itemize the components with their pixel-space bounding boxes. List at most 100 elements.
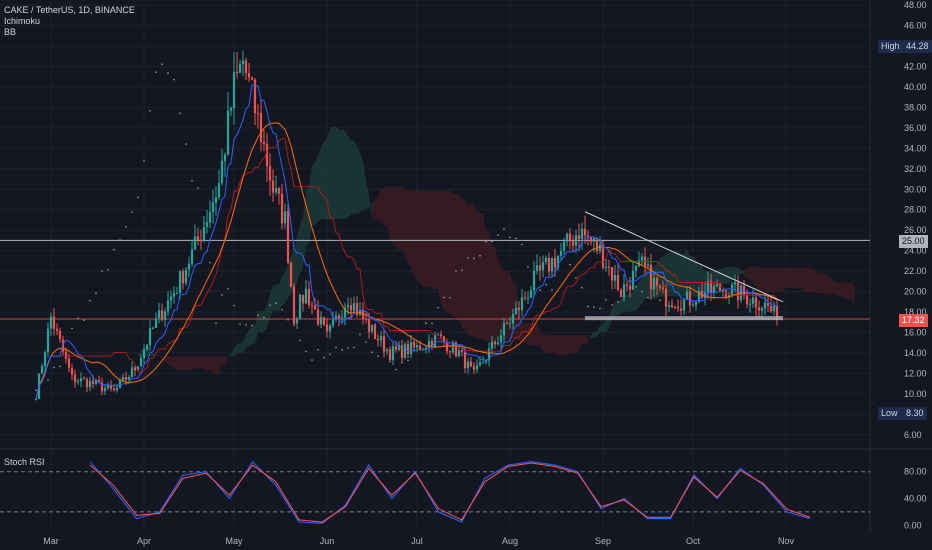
lagging-span-dot: [137, 196, 139, 199]
ichimoku-cloud-segment: [783, 268, 786, 292]
candle-body: [718, 284, 722, 292]
candle-body: [271, 180, 275, 193]
ichimoku-cloud-segment: [408, 190, 411, 268]
ichimoku-cloud-segment: [399, 187, 402, 252]
lagging-span-dot: [191, 179, 193, 182]
candle-body: [592, 238, 596, 242]
ichimoku-cloud-segment: [786, 268, 789, 288]
candle-body: [85, 379, 89, 388]
candle-body: [202, 226, 206, 242]
y-tick-label: 32.00: [904, 164, 927, 174]
x-tick-label: May: [225, 536, 243, 546]
ichimoku-cloud-segment: [360, 152, 363, 213]
ichimoku-cloud-segment: [303, 190, 306, 269]
ichimoku-cloud-segment: [357, 146, 360, 214]
lagging-span-dot: [143, 160, 145, 162]
stoch-rsi-title[interactable]: Stoch RSI: [4, 457, 45, 467]
ichimoku-cloud-segment: [384, 186, 387, 226]
lagging-span-dot: [371, 351, 373, 353]
ichimoku-cloud-segment: [171, 356, 174, 369]
candle-body: [91, 380, 95, 384]
ichimoku-cloud-segment: [633, 285, 636, 312]
ichimoku-cloud-segment: [378, 189, 381, 222]
ichimoku-cloud-segment: [579, 335, 582, 351]
candle-body: [721, 290, 725, 292]
ichimoku-cloud-segment: [414, 190, 417, 278]
ichimoku-cloud-segment: [846, 282, 849, 300]
ichimoku-cloud-segment: [237, 343, 240, 353]
candle-body: [88, 380, 92, 388]
high-value: 44.28: [906, 41, 929, 51]
candle-body: [328, 325, 332, 332]
ichimoku-cloud-segment: [255, 311, 258, 344]
candle-body: [553, 258, 557, 268]
candle-body: [412, 342, 416, 348]
y-tick-label: 36.00: [904, 123, 927, 133]
ichimoku-cloud-segment: [561, 335, 564, 356]
candle-body: [619, 290, 623, 297]
candle-body: [262, 142, 266, 145]
ichimoku-cloud-segment: [768, 268, 771, 292]
candle-body: [220, 160, 224, 184]
candle-body: [574, 235, 578, 246]
low-tag: Low 8.30: [878, 407, 927, 420]
symbol-title[interactable]: CAKE / TetherUS, 1D, BINANCE: [4, 5, 135, 15]
ichimoku-cloud-segment: [267, 294, 270, 329]
candle-body: [346, 305, 350, 308]
candle-body: [409, 342, 413, 355]
ichimoku-cloud-segment: [243, 334, 246, 353]
y-tick-label: 18.00: [904, 307, 927, 317]
lagging-span-dot: [299, 339, 301, 342]
lagging-span-dot: [155, 71, 157, 73]
candle-body: [280, 193, 284, 224]
candle-body: [475, 365, 479, 370]
ichimoku-cloud-segment: [756, 267, 759, 291]
ichimoku-cloud-segment: [837, 282, 840, 297]
lagging-span-dot: [617, 301, 619, 303]
last-price-tag: 17.32: [899, 314, 928, 327]
ichimoku-cloud-segment: [765, 268, 768, 292]
candle-body: [394, 346, 398, 350]
candle-body: [523, 297, 527, 299]
lagging-span-dot: [593, 306, 595, 308]
ichimoku-cloud-segment: [393, 186, 396, 247]
candle-body: [403, 344, 407, 358]
ichimoku-cloud-segment: [564, 335, 567, 356]
lagging-span-dot: [509, 236, 511, 239]
candle-body: [673, 307, 677, 309]
candle-body: [34, 398, 38, 400]
high-label: High: [881, 41, 900, 51]
stoch-rsi-tick-label: 80.00: [904, 467, 927, 477]
ichimoku-cloud-segment: [585, 335, 588, 344]
ichimoku-cloud-segment: [417, 190, 420, 285]
lagging-span-dot: [569, 263, 571, 266]
y-tick-label: 38.00: [904, 102, 927, 112]
lagging-span-dot: [311, 359, 313, 361]
ichimoku-cloud-segment: [198, 356, 201, 369]
ichimoku-cloud-segment: [282, 272, 285, 306]
candle-body: [325, 324, 329, 332]
y-tick-label: 30.00: [904, 184, 927, 194]
ichimoku-cloud-segment: [345, 131, 348, 219]
ichimoku-cloud-segment: [825, 273, 828, 295]
ichimoku-cloud-segment: [828, 276, 831, 295]
ichimoku-cloud-segment: [459, 194, 462, 329]
ichimoku-indicator-label[interactable]: Ichimoku: [4, 16, 41, 26]
candle-body: [286, 211, 290, 263]
lagging-span-dot: [53, 366, 55, 369]
ichimoku-cloud-segment: [663, 253, 666, 297]
ichimoku-cloud-segment: [351, 140, 354, 215]
ichimoku-cloud-segment: [543, 334, 546, 353]
candle-body: [664, 288, 668, 307]
level-25-tag: 25.00: [899, 235, 928, 248]
candle-body: [112, 388, 116, 391]
candle-body: [595, 238, 599, 252]
candle-body: [193, 236, 197, 250]
candle-body: [283, 211, 287, 224]
lagging-span-dot: [497, 234, 499, 237]
lagging-span-dot: [209, 261, 211, 264]
ichimoku-cloud-segment: [261, 310, 264, 333]
bb-indicator-label[interactable]: BB: [4, 27, 17, 37]
ichimoku-cloud-segment: [387, 186, 390, 240]
